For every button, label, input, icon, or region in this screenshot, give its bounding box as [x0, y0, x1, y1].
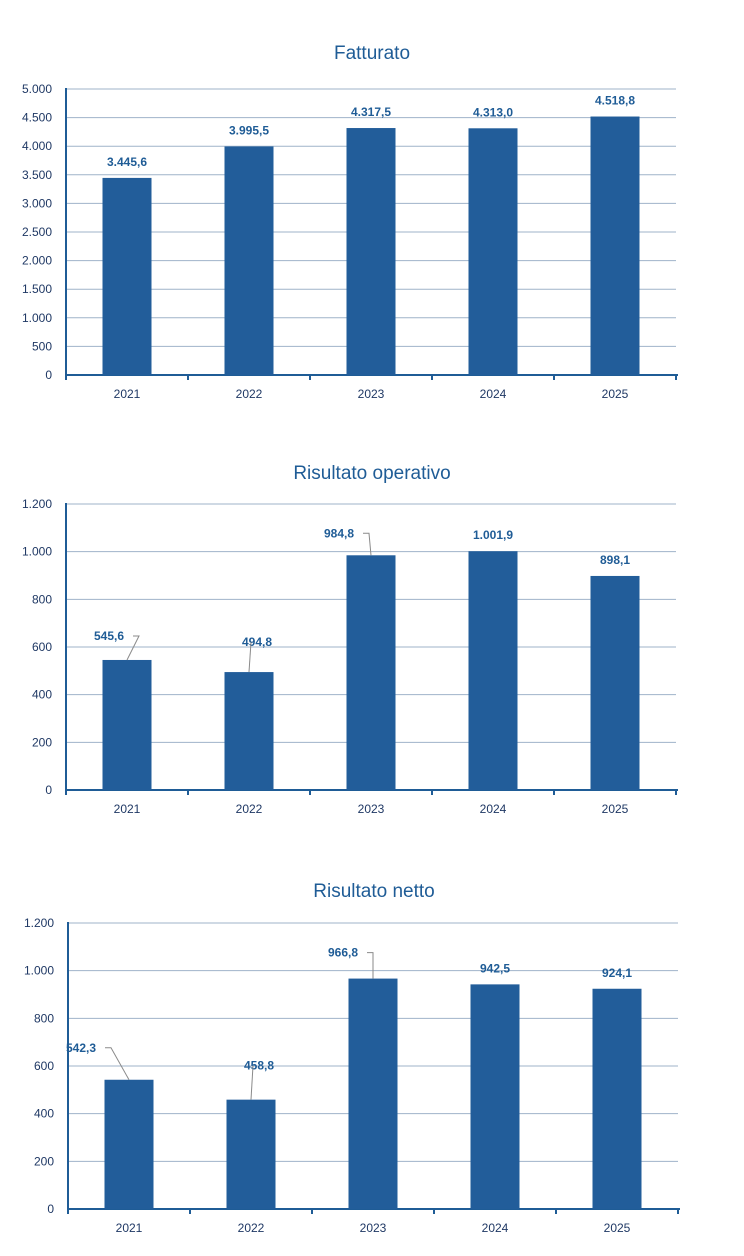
y-tick-label: 500 [32, 339, 52, 353]
x-tick-label: 2024 [482, 1221, 509, 1235]
leader-line [105, 1047, 130, 1080]
y-tick-label: 1.000 [22, 545, 52, 559]
y-tick-label: 1.000 [24, 964, 54, 978]
data-label: 545,6 [94, 629, 124, 643]
x-tick-label: 2023 [358, 387, 385, 401]
data-label: 494,8 [242, 635, 272, 649]
data-label: 4.313,0 [473, 105, 513, 119]
data-label: 542,3 [66, 1041, 96, 1055]
chart-title: Risultato operativo [293, 463, 450, 484]
data-label: 458,8 [244, 1059, 274, 1073]
x-tick-label: 2023 [358, 802, 385, 816]
y-tick-label: 3.500 [22, 168, 52, 182]
x-tick-label: 2021 [114, 802, 141, 816]
bar [102, 659, 152, 790]
y-tick-label: 800 [34, 1011, 54, 1025]
bar [102, 177, 152, 375]
bar [590, 116, 640, 375]
bar [224, 146, 274, 375]
bar [470, 984, 520, 1209]
y-tick-label: 1.200 [24, 916, 54, 930]
bar [590, 575, 640, 790]
data-label: 4.317,5 [351, 105, 391, 119]
y-tick-label: 1.500 [22, 282, 52, 296]
bar [348, 978, 398, 1209]
x-tick-label: 2025 [604, 1221, 631, 1235]
bar [592, 988, 642, 1209]
y-tick-label: 2.500 [22, 225, 52, 239]
y-tick-label: 1.000 [22, 311, 52, 325]
bar [226, 1099, 276, 1209]
y-tick-label: 4.500 [22, 111, 52, 125]
x-tick-label: 2022 [236, 802, 263, 816]
data-label: 984,8 [324, 526, 354, 540]
y-tick-label: 0 [45, 783, 52, 797]
y-tick-label: 2.000 [22, 254, 52, 268]
y-tick-label: 5.000 [22, 82, 52, 96]
y-tick-label: 3.000 [22, 196, 52, 210]
x-tick-label: 2024 [480, 802, 507, 816]
bar [346, 128, 396, 375]
y-tick-label: 0 [45, 368, 52, 382]
y-tick-label: 200 [34, 1154, 54, 1168]
data-label: 942,5 [480, 961, 510, 975]
data-label: 966,8 [328, 946, 358, 960]
bar [468, 128, 518, 375]
y-tick-label: 400 [34, 1107, 54, 1121]
x-tick-label: 2021 [116, 1221, 143, 1235]
data-label: 3.445,6 [107, 155, 147, 169]
data-label: 898,1 [600, 553, 630, 567]
x-tick-label: 2021 [114, 387, 141, 401]
x-tick-label: 2025 [602, 387, 629, 401]
y-tick-label: 4.000 [22, 139, 52, 153]
leader-line [250, 1065, 254, 1100]
x-tick-label: 2022 [238, 1221, 265, 1235]
y-tick-label: 0 [47, 1202, 54, 1216]
leader-line [363, 532, 372, 556]
bar [346, 555, 396, 790]
x-tick-label: 2024 [480, 387, 507, 401]
data-label: 4.518,8 [595, 94, 635, 108]
y-tick-label: 400 [32, 688, 52, 702]
bar [468, 551, 518, 790]
bar [104, 1079, 154, 1209]
x-tick-label: 2025 [602, 802, 629, 816]
y-tick-label: 600 [32, 640, 52, 654]
bar [224, 672, 274, 790]
leader-line [248, 642, 252, 673]
leader-line [126, 635, 140, 661]
data-label: 924,1 [602, 966, 632, 980]
x-tick-label: 2023 [360, 1221, 387, 1235]
chart-title: Fatturato [334, 43, 410, 64]
chart-title: Risultato netto [313, 881, 434, 902]
y-tick-label: 1.200 [22, 497, 52, 511]
y-tick-label: 600 [34, 1059, 54, 1073]
y-tick-label: 200 [32, 735, 52, 749]
data-label: 1.001,9 [473, 528, 513, 542]
y-tick-label: 800 [32, 592, 52, 606]
data-label: 3.995,5 [229, 123, 269, 137]
x-tick-label: 2022 [236, 387, 263, 401]
leader-line [367, 952, 374, 979]
